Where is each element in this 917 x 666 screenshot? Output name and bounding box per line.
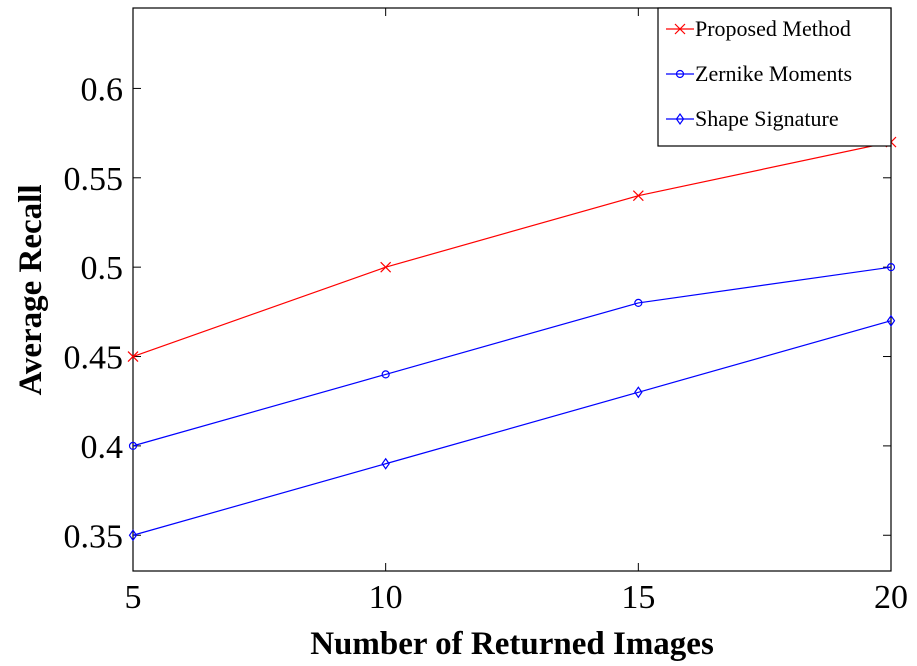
data-point-1 xyxy=(632,190,644,202)
x-tick-label: 10 xyxy=(369,579,403,616)
data-point-1 xyxy=(380,261,392,273)
legend-marker xyxy=(675,69,685,79)
x-tick-label: 15 xyxy=(621,579,655,616)
data-point-2 xyxy=(886,263,896,272)
y-tick-label: 0.6 xyxy=(81,71,124,108)
legend-label: Zernike Moments xyxy=(695,61,852,86)
data-point-3 xyxy=(634,386,643,399)
data-point-3 xyxy=(128,529,138,542)
series-line-2 xyxy=(132,266,892,447)
x-tick-label: 20 xyxy=(874,579,908,616)
series-line-1 xyxy=(132,141,892,358)
legend-marker xyxy=(674,23,686,35)
legend-label: Shape Signature xyxy=(695,106,839,131)
legend: Proposed Method Zernike Moments Shape Sign… xyxy=(657,7,892,147)
legend-entries: Proposed Method Zernike Moments Shape Sign… xyxy=(666,16,852,131)
x-tick-label: 5 xyxy=(125,579,142,616)
legend-marker xyxy=(675,112,685,126)
series-layer xyxy=(127,136,897,542)
y-tick-label: 0.5 xyxy=(81,250,124,287)
data-point-2 xyxy=(634,298,643,308)
x-axis-title: Number of Returned Images xyxy=(310,626,714,662)
y-tick-label: 0.55 xyxy=(64,161,124,198)
y-axis-title: Average Recall xyxy=(13,184,49,395)
y-tick-label: 0.35 xyxy=(64,518,124,555)
legend-label: Proposed Method xyxy=(695,16,851,41)
legend-box xyxy=(657,7,892,147)
data-point-2 xyxy=(128,441,138,450)
data-point-3 xyxy=(886,314,896,327)
data-point-2 xyxy=(381,370,390,379)
axis-ticks xyxy=(132,8,892,571)
data-point-1 xyxy=(127,351,139,362)
y-tick-label: 0.4 xyxy=(81,429,124,466)
tick-labels: 0.35 0.4 0.45 0.5 0.55 0.6 5 10 15 20 xyxy=(64,71,909,616)
data-point-3 xyxy=(381,457,390,470)
y-tick-label: 0.45 xyxy=(64,340,124,377)
series-line-3 xyxy=(132,320,892,536)
